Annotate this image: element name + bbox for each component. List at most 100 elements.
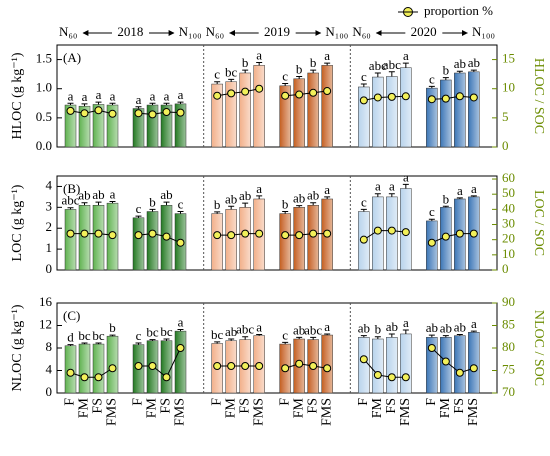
x-tick-label: F [63,398,78,406]
bar [279,213,291,271]
proportion-point [227,231,236,240]
error-bar [95,342,102,345]
error-bar [360,335,367,338]
significance-letter: a [82,89,88,104]
n-high-label: N₁₀₀ [325,24,348,39]
proportion-point [441,357,450,366]
x-tick-label: FMS [251,398,266,426]
error-bar [296,336,303,339]
significance-letter: ab [239,188,251,203]
error-bar [388,333,395,338]
y-tick-label: 1.0 [36,80,52,95]
proportion-point [401,228,410,237]
significance-letter: a [457,183,463,198]
significance-letter: a [324,48,330,63]
significance-letter: bc [211,327,224,342]
significance-letter: a [471,316,477,331]
x-tick-label: FS [237,398,252,414]
y-tick-label: 4 [46,361,53,376]
proportion-point [108,109,117,118]
proportion-point [213,362,222,370]
significance-letter: c [361,194,367,209]
y-tick-label: 12 [39,316,52,331]
proportion-point [441,232,450,241]
year-label: 2020 [411,24,437,39]
bar [386,337,398,394]
significance-letter: ab [358,321,370,336]
significance-letter: a [110,88,116,103]
error-bar [470,195,477,197]
y2-tick-label: 40 [502,200,515,215]
significance-letter: c [429,71,435,86]
proportion-point [80,229,89,238]
proportion-point [108,364,117,373]
significance-letter: abc [236,322,254,337]
proportion-point [373,226,382,235]
error-bar [388,193,395,197]
y2-tick-label: 80 [502,339,515,354]
significance-letter: c [136,328,142,343]
x-tick-label: FS [91,398,106,414]
y2-tick-label: 30 [502,216,515,231]
proportion-point [148,229,157,238]
bar [92,343,105,394]
bar [64,209,77,271]
proportion-point [148,110,157,119]
y-tick-label: 0 [46,261,53,276]
error-bar [310,336,317,340]
error-bar [228,338,235,341]
bar [211,213,223,271]
significance-letter: bc [146,325,159,340]
x-tick-label: FM [291,397,306,418]
y2-tick-label: 10 [502,246,515,261]
proportion-point [295,231,304,240]
error-bar [470,330,477,333]
significance-letter: c [361,69,367,84]
proportion-point [80,109,89,118]
proportion-point [66,106,75,115]
error-bar [214,341,221,344]
bar [386,76,398,148]
x-tick-label: FS [159,398,174,414]
error-bar [402,62,409,68]
error-bar [95,101,102,105]
proportion-point [373,93,382,102]
bar [321,65,333,148]
proportion-point [94,106,103,115]
significance-letter: a [389,179,395,194]
error-bar [135,106,142,109]
significance-letter: abc [369,58,387,73]
proportion-point [427,238,436,247]
proportion-line [70,109,113,115]
proportion-line [70,233,113,236]
x-tick-label: F [209,398,224,406]
error-bar [177,101,184,104]
error-bar [163,201,170,206]
error-bar [324,62,331,66]
significance-letter: bc [92,328,105,343]
bar [400,333,412,394]
year-label: 2019 [264,24,290,39]
proportion-point [213,91,222,100]
significance-letter: ab [307,188,319,203]
bar [174,330,187,394]
bar [132,217,145,271]
significance-letter: b [443,191,450,206]
error-bar [296,205,303,208]
proportion-point [255,362,264,370]
proportion-line [285,90,328,97]
error-bar [374,72,381,78]
plot-frame [56,44,498,148]
significance-letter: b [443,63,450,78]
proportion-point [323,364,332,373]
error-bar [310,69,317,73]
error-bar [256,334,263,336]
bar [372,76,384,148]
significance-letter: b [296,61,303,76]
y-axis-label: HLOC (g kg⁻¹) [10,52,25,139]
significance-letter: a [110,186,116,201]
proportion-point [323,87,332,96]
error-bar [177,328,184,332]
error-bar [109,102,116,106]
y-tick-label: 8 [46,339,53,354]
